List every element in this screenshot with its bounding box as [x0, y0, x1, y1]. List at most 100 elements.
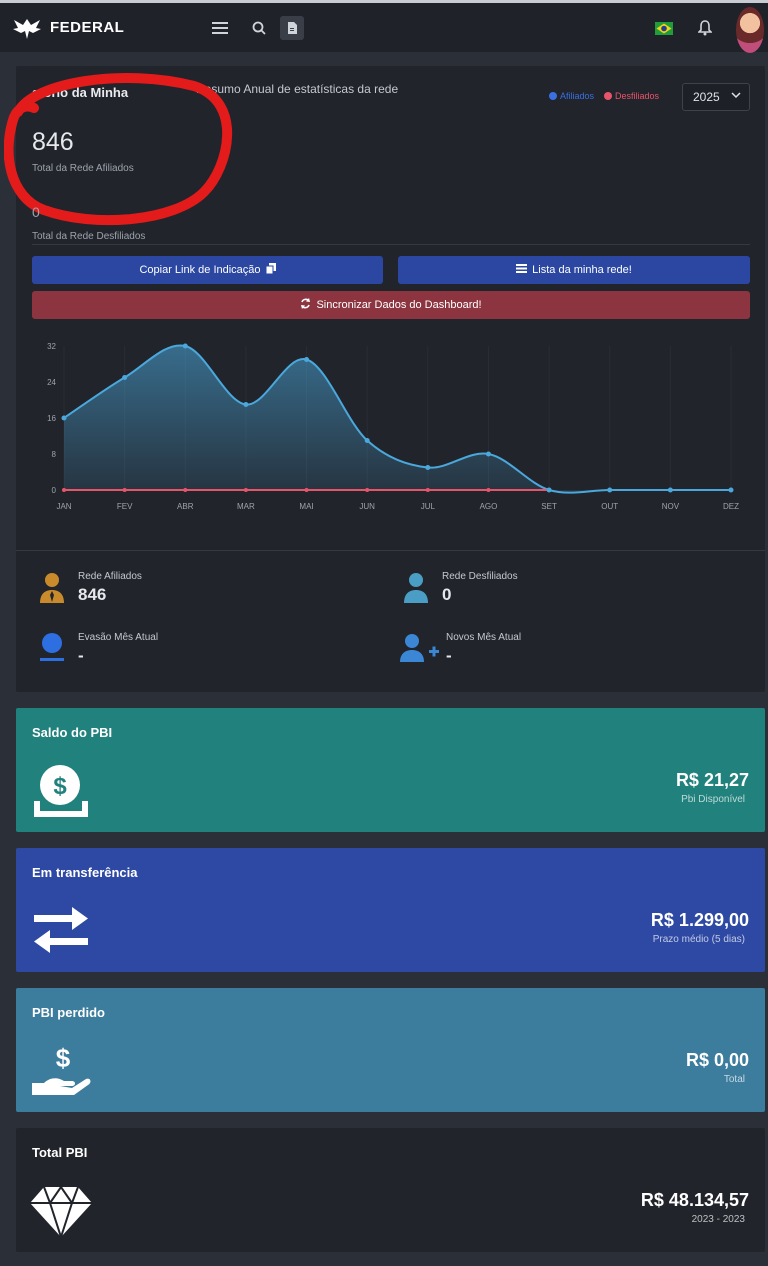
- stat-label: Evasão Mês Atual: [78, 632, 159, 643]
- point-afiliados: [546, 487, 552, 493]
- hand-dollar-icon: $: [32, 1043, 91, 1095]
- point-desfiliados: [122, 488, 127, 492]
- sync-dashboard-button[interactable]: Sincronizar Dados do Dashboard!: [32, 291, 750, 319]
- monthly-area-chart: 32 24 16 8 0 JAN FEV ABR MAR MAI JUN JUL AGO SET OUT NO…: [47, 342, 739, 511]
- legend-item-afiliados[interactable]: Afiliados: [549, 91, 594, 101]
- point-afiliados: [243, 402, 249, 407]
- pbi-card-value: R$ 48.134,57: [640, 1190, 749, 1210]
- pbi-card-subtitle: Total: [723, 1074, 745, 1085]
- point-desfiliados: [425, 488, 430, 492]
- chevron-down-icon: [731, 90, 741, 103]
- total-desfiliados-label: Total da Rede Desfiliados: [32, 231, 146, 242]
- point-desfiliados: [365, 488, 370, 492]
- pbi-lost-card[interactable]: PBI perdido $ R$ 0,00 Total: [16, 988, 765, 1112]
- svg-text:$: $: [53, 773, 67, 800]
- x-tick-label: JUL: [421, 502, 436, 511]
- legend-dot: [604, 92, 613, 100]
- x-tick-label: OUT: [601, 502, 618, 511]
- x-tick-label: ABR: [177, 502, 194, 511]
- point-afiliados: [728, 487, 734, 493]
- pbi-card-value: R$ 1.299,00: [650, 910, 749, 930]
- stat-label: Rede Desfiliados: [442, 571, 518, 582]
- point-afiliados: [425, 465, 431, 470]
- user-tie-icon: [40, 573, 64, 603]
- user-icon: [404, 573, 428, 603]
- brand[interactable]: FEDERAL: [12, 15, 124, 41]
- pbi-card-title: Em transferência: [32, 865, 138, 880]
- chart-legend: Afiliados Desfiliados: [549, 91, 659, 101]
- pbi-in-transfer-card[interactable]: Em transferência R$ 1.299,00 Prazo médio…: [16, 848, 765, 972]
- stat-value: 846: [78, 585, 107, 604]
- copy-icon: [265, 263, 276, 277]
- stat-evasao-mes-atual: Evasão Mês Atual -: [38, 632, 158, 666]
- x-tick-label: MAR: [237, 502, 255, 511]
- eagle-logo-icon: [13, 18, 41, 39]
- report-subtitle: Resumo Anual de estatísticas da rede: [196, 82, 399, 96]
- pbi-card-subtitle: Prazo médio (5 dias): [652, 934, 745, 945]
- sync-dashboard-label: Sincronizar Dados do Dashboard!: [316, 299, 482, 311]
- copy-referral-link-label: Copiar Link de Indicação: [139, 264, 261, 276]
- x-tick-label: JUN: [359, 502, 375, 511]
- point-afiliados: [667, 487, 673, 493]
- point-desfiliados: [62, 488, 66, 492]
- x-tick-label: DEZ: [723, 502, 739, 511]
- total-afiliados-label: Total da Rede Afiliados: [32, 163, 134, 174]
- document-icon[interactable]: [280, 16, 304, 40]
- total-desfiliados-value: 0: [32, 204, 40, 220]
- point-afiliados: [182, 343, 188, 349]
- point-afiliados: [122, 375, 128, 380]
- transfer-arrows-icon: [34, 907, 88, 953]
- network-list-label: Lista da minha rede!: [532, 264, 632, 276]
- diamond-icon: [30, 1185, 92, 1239]
- x-tick-label: NOV: [662, 502, 680, 511]
- x-tick-label: AGO: [480, 502, 498, 511]
- pbi-card-subtitle: Pbi Disponível: [681, 794, 745, 805]
- annotation-circle: [4, 73, 233, 226]
- y-tick-label: 16: [47, 414, 56, 423]
- total-afiliados-value: 846: [32, 128, 74, 156]
- pbi-card-title: Total PBI: [32, 1145, 88, 1160]
- stat-rede-desfiliados: Rede Desfiliados 0: [402, 571, 518, 605]
- bell-icon[interactable]: [693, 16, 717, 40]
- avatar[interactable]: [736, 7, 764, 53]
- legend-item-desfiliados[interactable]: Desfiliados: [604, 91, 659, 101]
- pbi-card-title: Saldo do PBI: [32, 725, 113, 740]
- user-minus-icon: [40, 633, 64, 661]
- copy-referral-link-button[interactable]: Copiar Link de Indicação: [32, 256, 383, 284]
- pbi-total-card[interactable]: Total PBI R$ 48.134,57 2023 - 2023: [16, 1128, 765, 1252]
- y-tick-label: 32: [47, 342, 56, 351]
- y-tick-label: 24: [47, 378, 56, 387]
- x-tick-label: JAN: [56, 502, 71, 511]
- pbi-card-subtitle: 2023 - 2023: [691, 1214, 745, 1225]
- point-afiliados: [485, 451, 491, 457]
- user-plus-icon: [400, 634, 439, 662]
- pbi-card-title: PBI perdido: [32, 1005, 105, 1020]
- year-select[interactable]: 2025: [682, 83, 750, 111]
- point-afiliados: [304, 357, 310, 362]
- stat-label: Rede Afiliados: [78, 571, 142, 582]
- search-icon[interactable]: [247, 16, 271, 40]
- stat-rede-afiliados: Rede Afiliados 846: [38, 571, 142, 605]
- stat-value: 0: [442, 585, 452, 604]
- legend-label: Afiliados: [560, 91, 595, 101]
- menu-icon[interactable]: [208, 16, 232, 40]
- pbi-card-value: R$ 21,27: [675, 770, 749, 790]
- sync-icon: [300, 298, 311, 312]
- x-tick-label: SET: [541, 502, 557, 511]
- svg-text:$: $: [56, 1043, 71, 1073]
- pbi-balance-card[interactable]: Saldo do PBI $ R$ 21,27 Pbi Disponível: [16, 708, 765, 832]
- divider: [32, 244, 750, 245]
- network-list-button[interactable]: Lista da minha rede!: [398, 256, 750, 284]
- point-afiliados: [61, 415, 67, 421]
- point-afiliados: [364, 438, 370, 443]
- divider: [16, 550, 765, 551]
- point-desfiliados: [486, 488, 491, 492]
- x-tick-label: MAI: [299, 502, 313, 511]
- brazil-flag-icon[interactable]: [655, 22, 673, 35]
- series-area-afiliados: [64, 345, 731, 493]
- stat-value: -: [446, 646, 452, 665]
- y-tick-label: 0: [52, 486, 57, 495]
- point-afiliados: [607, 487, 613, 493]
- brand-name: FEDERAL: [50, 19, 125, 36]
- y-tick-label: 8: [52, 450, 57, 459]
